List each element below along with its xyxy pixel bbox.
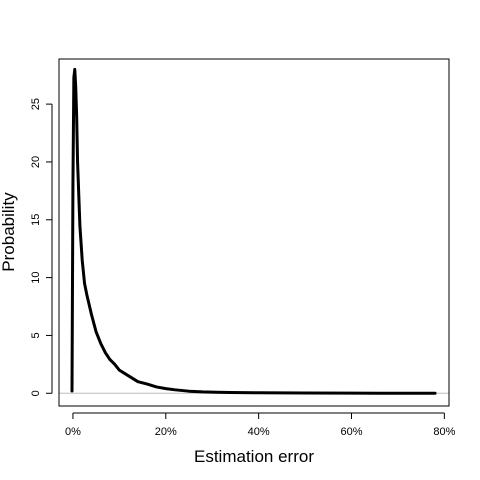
y-axis-title: Probability [0,192,18,272]
x-axis-title: Estimation error [194,447,314,466]
x-tick-label: 40% [248,426,270,438]
density-curve-line [70,67,437,395]
y-tick-label: 15 [30,214,42,226]
y-axis: 0 5 10 15 20 25 [30,98,53,396]
plot-frame [58,58,450,407]
x-axis: 0% 20% 40% 60% 80% [65,412,456,438]
y-tick-label: 10 [30,271,42,283]
x-tick-label: 60% [340,426,362,438]
y-tick-label: 25 [30,98,42,110]
x-tick-label: 0% [65,426,81,438]
x-tick-label: 80% [433,426,455,438]
y-tick-label: 0 [30,390,42,396]
y-tick-label: 5 [30,332,42,338]
y-tick-label: 20 [30,156,42,168]
x-tick-label: 20% [155,426,177,438]
